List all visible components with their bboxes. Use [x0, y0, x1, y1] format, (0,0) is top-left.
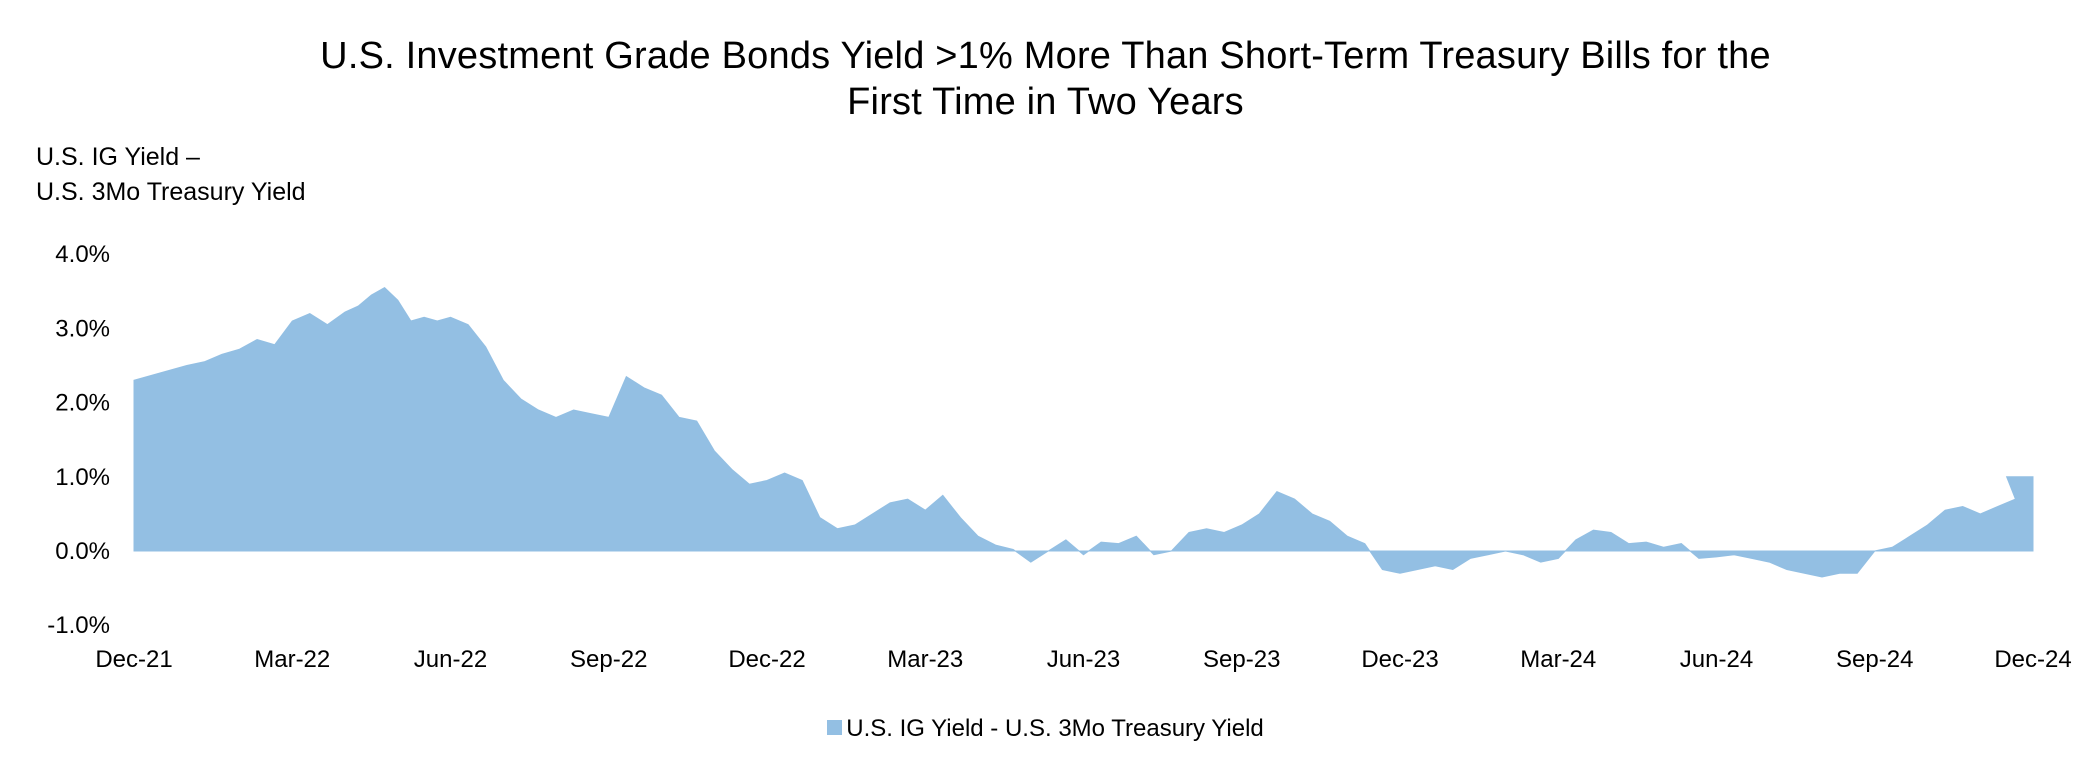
x-tick-label: Mar-23 — [887, 646, 963, 673]
x-tick-label: Dec-23 — [1361, 646, 1438, 673]
y-tick-label: 1.0% — [55, 464, 110, 491]
x-tick-label: Dec-21 — [95, 646, 172, 673]
x-tick-label: Sep-24 — [1836, 646, 1913, 673]
area-series-layer — [133, 286, 2034, 578]
legend-swatch — [827, 720, 843, 736]
y-tick-label: 0.0% — [55, 538, 110, 565]
y-tick-label: 3.0% — [55, 315, 110, 342]
chart-title-line-2: First Time in Two Years — [847, 81, 1244, 123]
x-tick-label: Sep-23 — [1203, 646, 1280, 673]
x-tick-label: Jun-22 — [414, 646, 487, 673]
chart-legend: U.S. IG Yield - U.S. 3Mo Treasury Yield — [0, 714, 2091, 744]
x-tick-label: Mar-22 — [254, 646, 330, 673]
x-tick-label: Jun-24 — [1680, 646, 1753, 673]
x-tick-label: Jun-23 — [1047, 646, 1120, 673]
x-tick-label: Mar-24 — [1520, 646, 1596, 673]
area-series — [133, 286, 2034, 578]
x-tick-label: Sep-22 — [570, 646, 647, 673]
x-tick-label: Dec-22 — [728, 646, 805, 673]
x-tick-label: Dec-24 — [1994, 646, 2071, 673]
y-tick-label: 2.0% — [55, 390, 110, 417]
y-tick-label: -1.0% — [47, 612, 110, 639]
y-tick-label: 4.0% — [55, 241, 110, 268]
chart-title-line-1: U.S. Investment Grade Bonds Yield >1% Mo… — [320, 35, 1771, 77]
legend-label: U.S. IG Yield - U.S. 3Mo Treasury Yield — [846, 715, 1264, 742]
y-axis-label-line-2: U.S. 3Mo Treasury Yield — [36, 178, 306, 206]
y-axis-ticks: -1.0% 0.0% 1.0% 2.0% 3.0% 4.0% — [47, 241, 110, 639]
x-axis-ticks: Dec-21 Mar-22 Jun-22 Sep-22 Dec-22 Mar-23 Jun-… — [95, 646, 2071, 673]
y-axis-label-line-1: U.S. IG Yield – — [36, 143, 200, 171]
